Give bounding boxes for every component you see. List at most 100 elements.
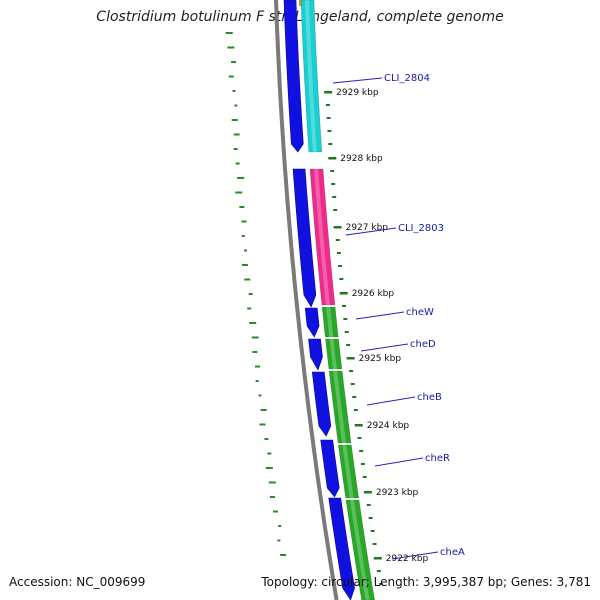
gc-dot <box>233 148 238 150</box>
kbp-minor-tick <box>349 370 354 372</box>
gc-dot <box>268 481 276 484</box>
gene-label-line <box>366 396 416 406</box>
reverse-strand-arrow <box>328 497 355 600</box>
gc-dot <box>239 206 245 208</box>
gene-label-cli-2803: CLI_2803 <box>398 223 444 234</box>
kbp-minor-tick <box>372 543 377 545</box>
gc-dot <box>264 438 269 440</box>
gc-dot <box>278 525 282 527</box>
kbp-minor-tick <box>335 239 340 241</box>
kbp-minor-tick <box>336 252 341 254</box>
kbp-label: 2922 kbp <box>386 554 429 564</box>
kbp-label: 2923 kbp <box>376 488 419 498</box>
gc-dot <box>267 452 272 455</box>
kbp-minor-tick <box>339 278 344 280</box>
kbp-minor-tick <box>360 463 365 465</box>
gc-dot <box>235 191 243 194</box>
gene-label-line <box>391 551 439 560</box>
gene-label-line <box>360 343 409 352</box>
kbp-minor-tick <box>370 530 375 532</box>
gc-dot <box>269 496 275 498</box>
backbone-track <box>274 0 339 600</box>
kbp-minor-tick <box>353 409 358 411</box>
gene-highlight <box>329 339 337 369</box>
kbp-tick <box>346 357 355 360</box>
kbp-tick <box>373 557 382 560</box>
accession-label: Accession: NC_009699 <box>9 575 146 589</box>
kbp-label: 2924 kbp <box>367 421 410 431</box>
gene-highlight <box>305 0 317 152</box>
gene-label-cher: cheR <box>425 453 450 464</box>
kbp-minor-tick <box>357 437 362 439</box>
kbp-minor-tick <box>332 196 337 198</box>
gc-dot <box>273 510 279 513</box>
gene-block-cli-2804 <box>300 0 323 153</box>
kbp-minor-tick <box>378 583 383 585</box>
gc-dot <box>254 365 260 368</box>
kbp-label: 2926 kbp <box>352 289 395 299</box>
kbp-minor-tick <box>376 570 381 572</box>
gc-dot <box>265 467 273 469</box>
kbp-minor-tick <box>350 383 355 385</box>
gene-block-cheb <box>328 370 352 444</box>
reverse-strand-arrow <box>311 371 332 437</box>
gc-dot <box>260 409 267 411</box>
kbp-minor-tick <box>342 305 347 307</box>
kbp-label: 2928 kbp <box>340 154 383 164</box>
gc-dot <box>241 235 245 237</box>
gene-label-line <box>332 77 383 84</box>
gene-highlight <box>342 445 354 498</box>
kbp-minor-tick <box>346 344 351 346</box>
gc-dot <box>231 119 238 121</box>
genome-summary: Topology: circular; Length: 3,995,387 bp… <box>261 575 591 589</box>
kbp-tick <box>339 292 348 295</box>
kbp-tick <box>324 91 333 94</box>
kbp-minor-tick <box>326 117 331 119</box>
gc-dot <box>280 554 287 556</box>
kbp-label: 2929 kbp <box>336 88 379 98</box>
gc-dot <box>232 90 236 92</box>
kbp-minor-tick <box>330 170 335 172</box>
gene-block-cli-2803 <box>309 168 336 306</box>
gc-dot <box>248 293 253 295</box>
kbp-minor-tick <box>366 504 371 506</box>
kbp-tick <box>328 157 337 160</box>
kbp-tick <box>363 491 372 494</box>
kbp-minor-tick <box>333 209 338 211</box>
kbp-scale: 2929 kbp 2928 kbp 2927 kbp 2926 kbp 2925 kbp… <box>324 88 428 585</box>
kbp-minor-tick <box>331 183 336 185</box>
gene-block-cher <box>338 444 360 499</box>
kbp-minor-tick <box>343 318 348 320</box>
gc-dot <box>225 32 233 34</box>
kbp-label: 2925 kbp <box>359 354 402 364</box>
gc-dot <box>231 61 237 63</box>
gene-block-chew <box>321 306 339 338</box>
gene-label-ched: cheD <box>410 339 436 350</box>
reverse-strand-arrow <box>308 338 323 371</box>
gc-dot <box>247 307 252 310</box>
gc-dot <box>244 249 248 252</box>
gene-label-cheb: cheB <box>417 392 442 403</box>
genome-title: Clostridium botulinum F str. Langeland, … <box>96 9 504 25</box>
gc-dot <box>255 380 259 382</box>
gene-highlight <box>333 371 347 443</box>
gene-labels: CLI_2804 CLI_2803 cheW cheD cheB cheR cheA <box>332 73 465 560</box>
gene-label-line <box>345 227 397 236</box>
gene-highlight <box>326 307 334 337</box>
reverse-strand-arrow <box>320 439 340 498</box>
gc-dot <box>237 177 245 179</box>
kbp-minor-tick <box>359 450 364 452</box>
gene-label-chea: cheA <box>440 547 465 558</box>
gc-dot <box>235 162 240 165</box>
gene-block-chea <box>345 499 375 600</box>
gc-dot <box>249 322 257 324</box>
forward-strand-track <box>299 0 375 600</box>
kbp-minor-tick <box>344 331 349 333</box>
gc-dot <box>259 423 266 426</box>
kbp-minor-tick <box>368 517 373 519</box>
gc-dot <box>241 220 247 223</box>
gc-dot <box>227 46 235 49</box>
gc-dot <box>233 133 240 136</box>
